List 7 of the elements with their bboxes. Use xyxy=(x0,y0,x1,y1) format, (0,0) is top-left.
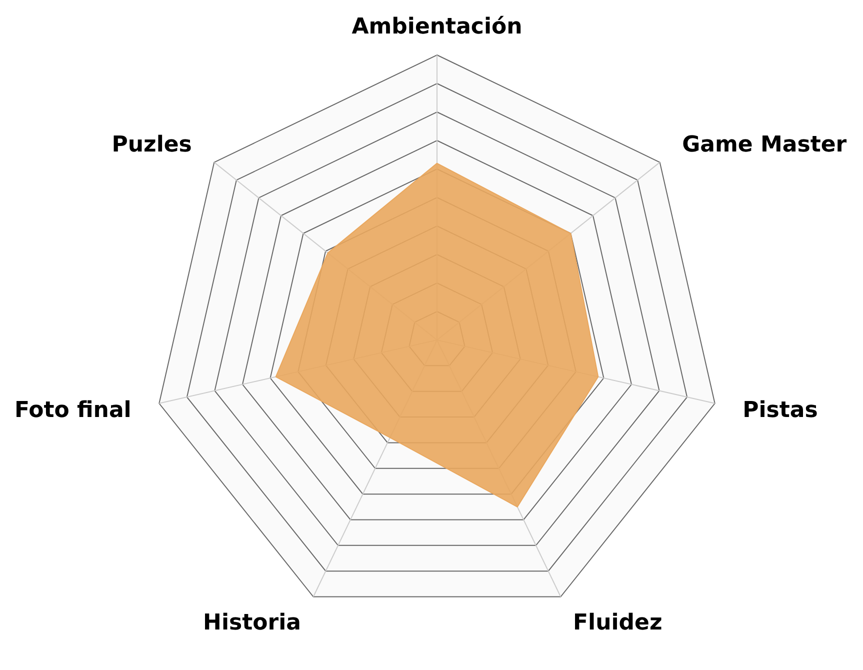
spoke-label: Foto final xyxy=(14,398,132,423)
spoke-label: Fluidez xyxy=(573,610,662,636)
spoke-label: Game Master xyxy=(682,132,847,158)
spoke-label: Pistas xyxy=(742,398,818,423)
spoke-label: Puzles xyxy=(112,132,192,158)
spoke-label: Ambientación xyxy=(352,14,522,40)
spoke-label: Historia xyxy=(203,610,301,636)
